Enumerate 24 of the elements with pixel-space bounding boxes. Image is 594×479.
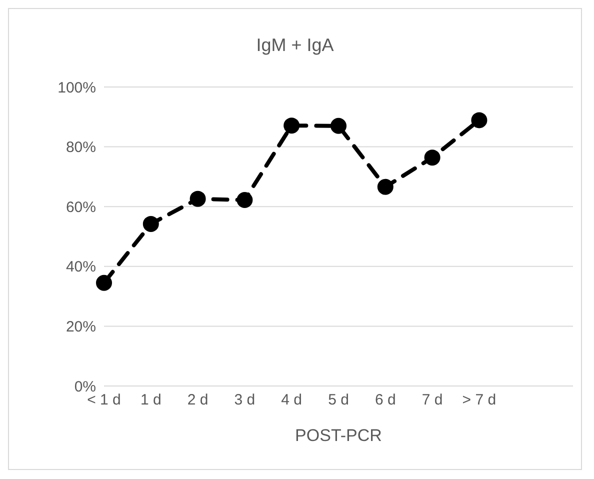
point [236,192,253,208]
x-tick-label: 1 d [140,392,162,409]
x-axis-title: POST-PCR [295,426,382,445]
x-tick-label: 4 d [281,392,302,409]
x-tick-label: > 7 d [462,392,496,409]
point [424,150,440,166]
point [96,274,112,291]
x-tick-label: 3 d [234,392,256,409]
y-tick-label: 20% [66,318,96,336]
y-tick-label: 100% [58,79,96,96]
x-tick-label: 5 d [328,392,349,409]
point [330,118,346,134]
y-tick-label: 40% [66,258,96,276]
x-tick-label: 6 d [374,392,396,409]
point [190,190,206,207]
point [377,178,394,195]
chart-title: IgM + IgA [255,35,335,56]
y-tick-label: 60% [66,198,96,216]
x-tick-label: 2 d [187,392,208,409]
point [471,112,488,128]
point [142,216,159,232]
x-tick-label: 7 d [422,392,443,409]
y-tick-label: 80% [66,139,96,156]
point [284,118,300,134]
